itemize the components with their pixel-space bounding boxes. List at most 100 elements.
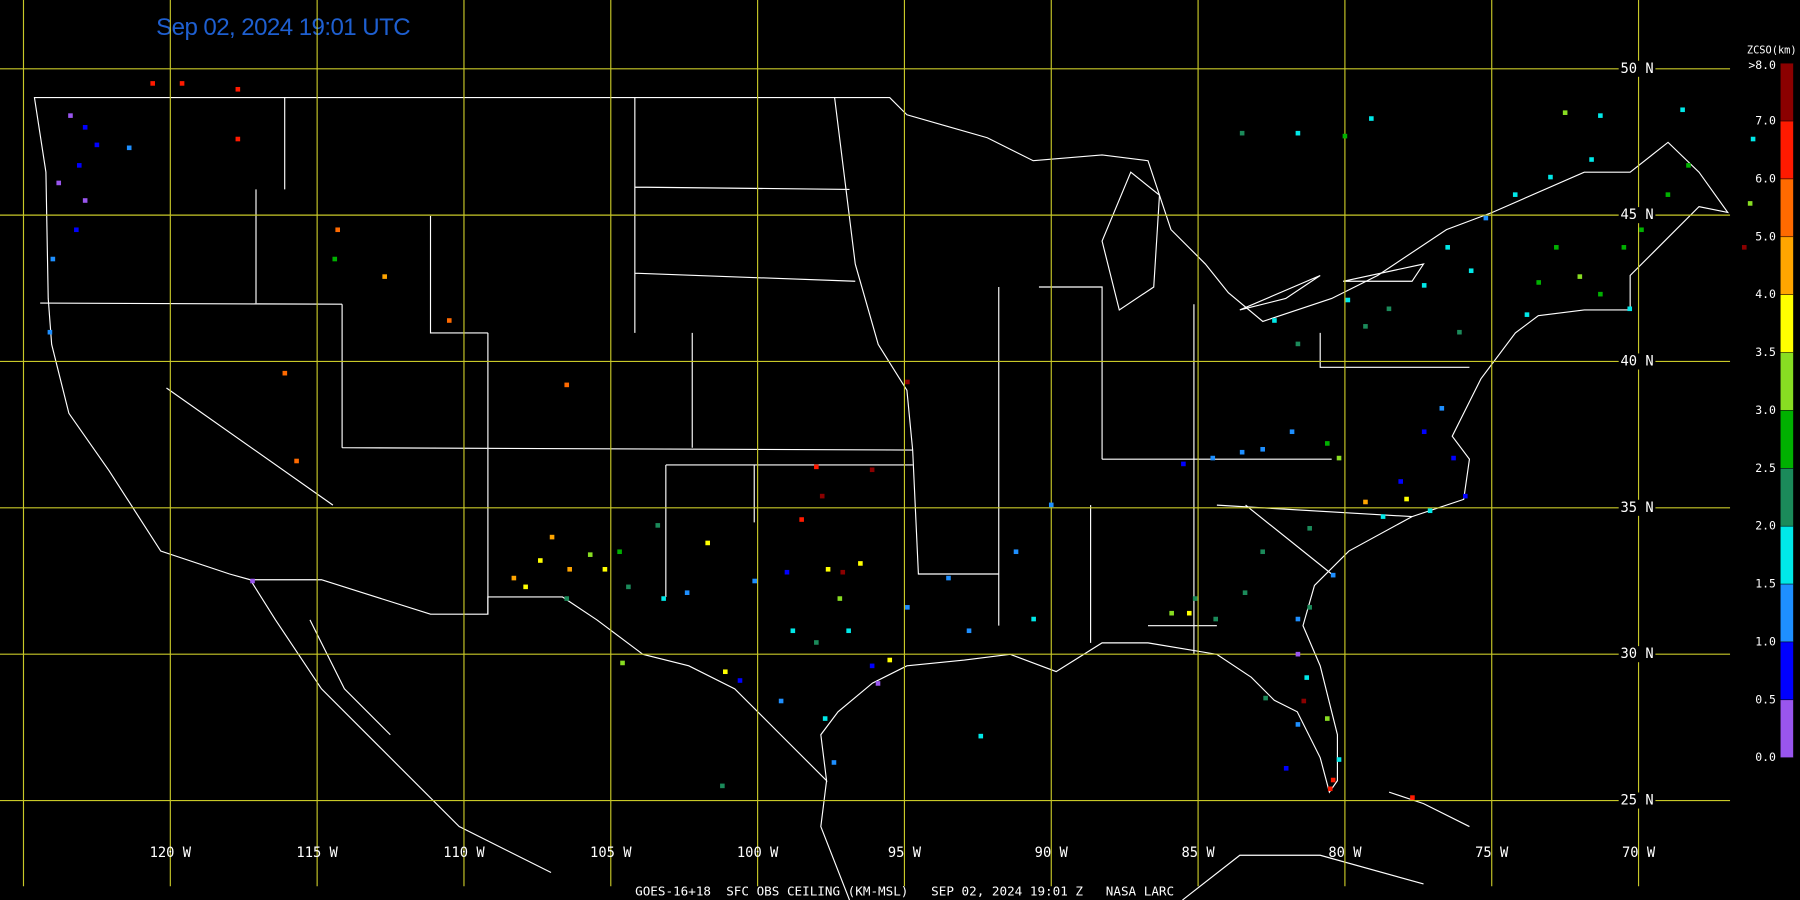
station-obs	[1295, 341, 1301, 347]
station-obs	[1750, 136, 1756, 142]
station-obs	[1324, 716, 1330, 721]
station-obs	[1404, 496, 1409, 502]
lon-label: 115 W	[296, 845, 338, 861]
lon-label: 85 W	[1182, 845, 1216, 861]
station-obs	[784, 569, 790, 575]
colorbar-label: 6.0	[1755, 171, 1776, 185]
station-obs	[1680, 107, 1685, 113]
lon-label: 70 W	[1622, 845, 1656, 861]
station-obs	[905, 379, 910, 385]
station-obs	[1169, 610, 1174, 616]
station-obs	[1427, 508, 1433, 514]
station-obs	[655, 523, 661, 528]
station-obs	[887, 657, 893, 663]
station-obs	[1589, 157, 1594, 162]
station-obs	[869, 663, 875, 669]
lat-label-bg	[1618, 207, 1656, 224]
colorbar-label: 3.0	[1755, 403, 1776, 417]
station-obs	[1665, 192, 1671, 197]
station-obs	[1398, 479, 1403, 484]
station-obs	[1295, 616, 1301, 622]
station-obs	[1330, 572, 1336, 578]
station-obs	[511, 575, 517, 581]
station-obs	[1421, 429, 1427, 435]
colorbar-segment	[1780, 526, 1794, 585]
station-obs	[74, 227, 79, 233]
colorbar-label: 3.5	[1755, 345, 1776, 359]
station-obs	[1554, 245, 1559, 250]
station-obs	[1621, 245, 1627, 250]
station-obs	[1524, 312, 1530, 317]
station-obs	[68, 113, 73, 118]
station-obs	[1031, 616, 1036, 622]
station-obs	[1260, 549, 1265, 555]
station-obs	[587, 552, 593, 557]
station-obs	[875, 681, 881, 686]
station-obs	[150, 81, 155, 86]
lat-label: 45 N	[1620, 207, 1653, 223]
station-obs	[1421, 283, 1427, 288]
station-obs	[1686, 163, 1691, 168]
station-obs	[446, 318, 452, 323]
station-obs	[1386, 306, 1392, 312]
station-obs	[1327, 786, 1333, 792]
station-obs	[1336, 757, 1342, 762]
station-obs	[282, 370, 288, 376]
station-obs	[858, 561, 863, 566]
colorbar-label: >8.0	[1748, 58, 1776, 72]
station-obs	[1186, 610, 1192, 616]
station-obs	[684, 590, 690, 595]
lon-label: 90 W	[1035, 845, 1069, 861]
mexico-coast	[249, 579, 1470, 900]
station-obs	[1363, 324, 1368, 329]
station-obs	[814, 464, 819, 470]
colorbar-segment	[1780, 410, 1794, 469]
colorbar-segment	[1780, 468, 1794, 527]
station-obs	[1213, 616, 1218, 622]
station-obs	[617, 549, 622, 555]
station-obs	[56, 180, 62, 186]
station-obs	[1263, 695, 1268, 701]
station-obs	[1577, 274, 1583, 279]
colorbar-segment	[1780, 584, 1794, 642]
station-obs	[235, 136, 241, 142]
station-obs	[1439, 406, 1445, 411]
colorbar-label: 2.5	[1755, 461, 1776, 475]
station-obs	[1181, 461, 1186, 467]
lat-label: 50 N	[1620, 61, 1653, 77]
station-obs	[966, 628, 972, 634]
station-obs	[946, 575, 951, 581]
station-obs	[846, 628, 851, 634]
station-obs	[564, 596, 570, 601]
station-obs	[1192, 596, 1198, 601]
station-obs	[1380, 514, 1386, 519]
lat-label-bg	[1618, 60, 1656, 77]
title: Sep 02, 2024 19:01 UTC	[156, 14, 410, 41]
lon-label: 120 W	[150, 845, 192, 861]
colorbar-segment	[1780, 121, 1794, 179]
station-obs	[1342, 133, 1348, 139]
station-obs	[1548, 174, 1553, 180]
station-obs	[1463, 493, 1468, 499]
colorbar-segment	[1780, 352, 1794, 411]
lon-label: 75 W	[1475, 845, 1509, 861]
station-obs	[523, 584, 528, 590]
station-obs	[1239, 449, 1245, 455]
station-obs	[76, 163, 82, 168]
station-obs	[752, 578, 757, 584]
great-lakes	[1101, 171, 1425, 311]
colorbar-label: 0.0	[1755, 750, 1776, 764]
station-obs	[1336, 455, 1342, 461]
station-obs	[1304, 675, 1310, 680]
station-obs	[1013, 549, 1019, 555]
station-obs	[82, 125, 88, 130]
station-obs	[1324, 441, 1330, 446]
station-obs	[831, 760, 837, 765]
station-obs	[819, 493, 825, 499]
colorbar-segment	[1780, 294, 1794, 353]
station-obs	[179, 81, 185, 86]
station-obs	[1307, 605, 1312, 610]
lat-label-bg	[1618, 792, 1656, 809]
station-obs	[564, 382, 570, 388]
